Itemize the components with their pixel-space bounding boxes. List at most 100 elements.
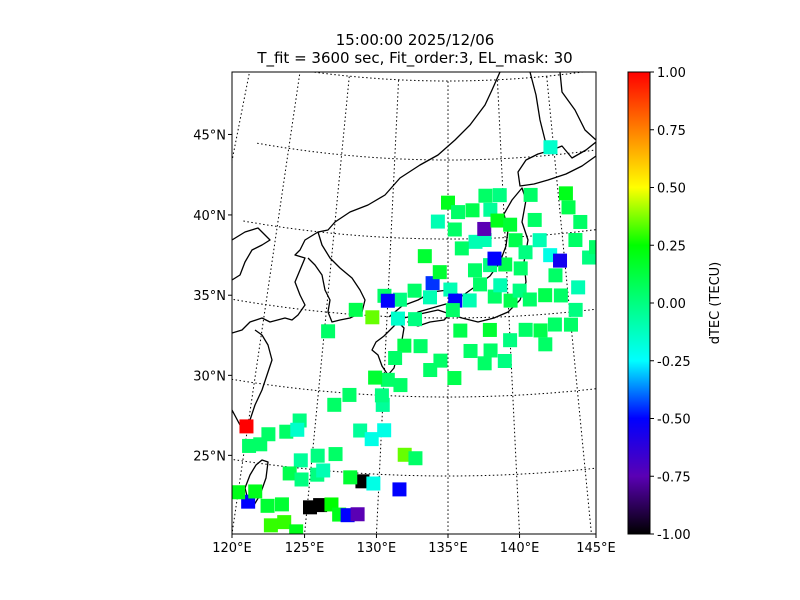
dtec-point bbox=[465, 203, 480, 218]
dtec-point bbox=[443, 282, 458, 297]
dtec-point bbox=[508, 233, 523, 248]
dtec-point bbox=[413, 339, 428, 354]
dtec-point bbox=[343, 470, 358, 485]
coastline-okhotsk bbox=[559, 72, 596, 141]
dtec-point bbox=[538, 337, 553, 352]
dtec-point bbox=[451, 205, 466, 220]
dtec-point bbox=[368, 370, 383, 385]
dtec-point bbox=[548, 268, 563, 283]
dtec-point bbox=[290, 422, 305, 437]
dtec-point bbox=[518, 322, 533, 337]
meridian-line bbox=[232, 72, 301, 534]
dtec-point bbox=[487, 289, 502, 304]
dtec-point bbox=[568, 233, 583, 248]
dtec-point bbox=[282, 466, 297, 481]
dtec-point bbox=[353, 423, 368, 438]
dtec-point bbox=[232, 485, 246, 500]
lon-ticks: 120°E 125°E 130°E 135°E 140°E 145°E bbox=[212, 534, 616, 556]
coastline-china-south bbox=[232, 329, 273, 426]
colorbar-tick-label: -0.50 bbox=[657, 413, 691, 428]
parallel-line bbox=[232, 298, 596, 319]
dtec-point bbox=[293, 453, 308, 468]
dtec-point bbox=[553, 288, 568, 303]
dtec-point bbox=[366, 476, 381, 491]
dtec-point bbox=[483, 343, 498, 358]
dtec-point bbox=[408, 451, 423, 466]
dtec-point bbox=[397, 338, 412, 353]
dtec-point bbox=[392, 292, 407, 307]
dtec-point bbox=[279, 424, 294, 439]
lat-tick-label: 35°N bbox=[193, 289, 226, 304]
dtec-point bbox=[573, 214, 588, 229]
dtec-point bbox=[327, 397, 342, 412]
dtec-point bbox=[553, 253, 568, 268]
dtec-point bbox=[513, 261, 528, 276]
dtec-point bbox=[277, 515, 292, 530]
plot-title-params: T_fit = 3600 sec, Fit_order:3, EL_mask: … bbox=[257, 49, 573, 67]
lon-tick-label: 130°E bbox=[357, 541, 397, 556]
colorbar-tick-label: 0.75 bbox=[657, 124, 686, 139]
dtec-point bbox=[468, 234, 483, 249]
dtec-point bbox=[571, 280, 586, 295]
dtec-point bbox=[483, 202, 498, 217]
dtec-point bbox=[377, 423, 392, 438]
dtec-point bbox=[380, 372, 395, 387]
parallel-line bbox=[232, 458, 596, 477]
dtec-point bbox=[453, 323, 468, 338]
meridian-line bbox=[304, 76, 350, 534]
dtec-point bbox=[445, 303, 460, 318]
dtec-point bbox=[393, 378, 408, 393]
lon-tick-label: 125°E bbox=[285, 541, 325, 556]
dtec-point bbox=[397, 447, 412, 462]
dtec-point bbox=[432, 265, 447, 280]
dtec-point bbox=[522, 292, 537, 307]
dtec-point bbox=[380, 293, 395, 308]
dtec-point bbox=[425, 276, 440, 291]
colorbar-tick-label: -0.75 bbox=[657, 470, 691, 485]
colorbar-ticks: 1.00 0.75 0.50 0.25 0.00 -0.25 -0.50 -0.75 -1.00 bbox=[650, 66, 691, 543]
lon-tick-label: 120°E bbox=[212, 541, 252, 556]
dtec-point bbox=[503, 333, 518, 348]
dtec-point bbox=[447, 371, 462, 386]
dtec-point bbox=[487, 251, 502, 266]
dtec-point bbox=[408, 312, 423, 327]
dtec-point bbox=[518, 245, 533, 260]
dtec-point bbox=[538, 288, 553, 303]
colorbar-label: dTEC (TECU) bbox=[708, 262, 723, 345]
dtec-point bbox=[454, 241, 469, 256]
dtec-point bbox=[477, 221, 492, 236]
dtec-point bbox=[498, 257, 513, 272]
dtec-point bbox=[430, 214, 445, 229]
dtec-point bbox=[253, 437, 268, 452]
lat-ticks: 25°N 30°N 35°N 40°N 45°N bbox=[193, 128, 232, 464]
dtec-point bbox=[490, 213, 505, 228]
dtec-point bbox=[374, 388, 389, 403]
colorbar-tick-label: 1.00 bbox=[657, 66, 686, 81]
map-frame bbox=[231, 71, 597, 535]
colorbar-tick-label: -1.00 bbox=[657, 528, 691, 543]
dtec-point bbox=[417, 249, 432, 264]
coastline-asia-east bbox=[232, 72, 501, 334]
coastline-bohai bbox=[232, 227, 271, 281]
plot-title-time: 15:00:00 2025/12/06 bbox=[335, 31, 495, 49]
dtec-point bbox=[239, 419, 254, 434]
dtec-point bbox=[523, 187, 538, 202]
dtec-point bbox=[503, 217, 518, 232]
dtec-point bbox=[407, 283, 422, 298]
dtec-point bbox=[289, 524, 304, 534]
dtec-point bbox=[242, 438, 257, 453]
dtec-point bbox=[463, 343, 478, 358]
dtec-point bbox=[294, 472, 309, 487]
dtec-point bbox=[348, 302, 363, 317]
dtec-point bbox=[532, 233, 547, 248]
colorbar-tick-label: 0.00 bbox=[657, 297, 686, 312]
dtec-point bbox=[533, 323, 548, 338]
lat-tick-label: 45°N bbox=[193, 128, 226, 143]
lon-tick-label: 140°E bbox=[500, 541, 540, 556]
coastline-korea bbox=[307, 231, 366, 323]
dtec-point bbox=[447, 222, 462, 237]
lon-tick-label: 135°E bbox=[428, 541, 468, 556]
dtec-point bbox=[547, 317, 562, 332]
dtec-point bbox=[364, 432, 379, 447]
lon-tick-label: 145°E bbox=[576, 541, 616, 556]
